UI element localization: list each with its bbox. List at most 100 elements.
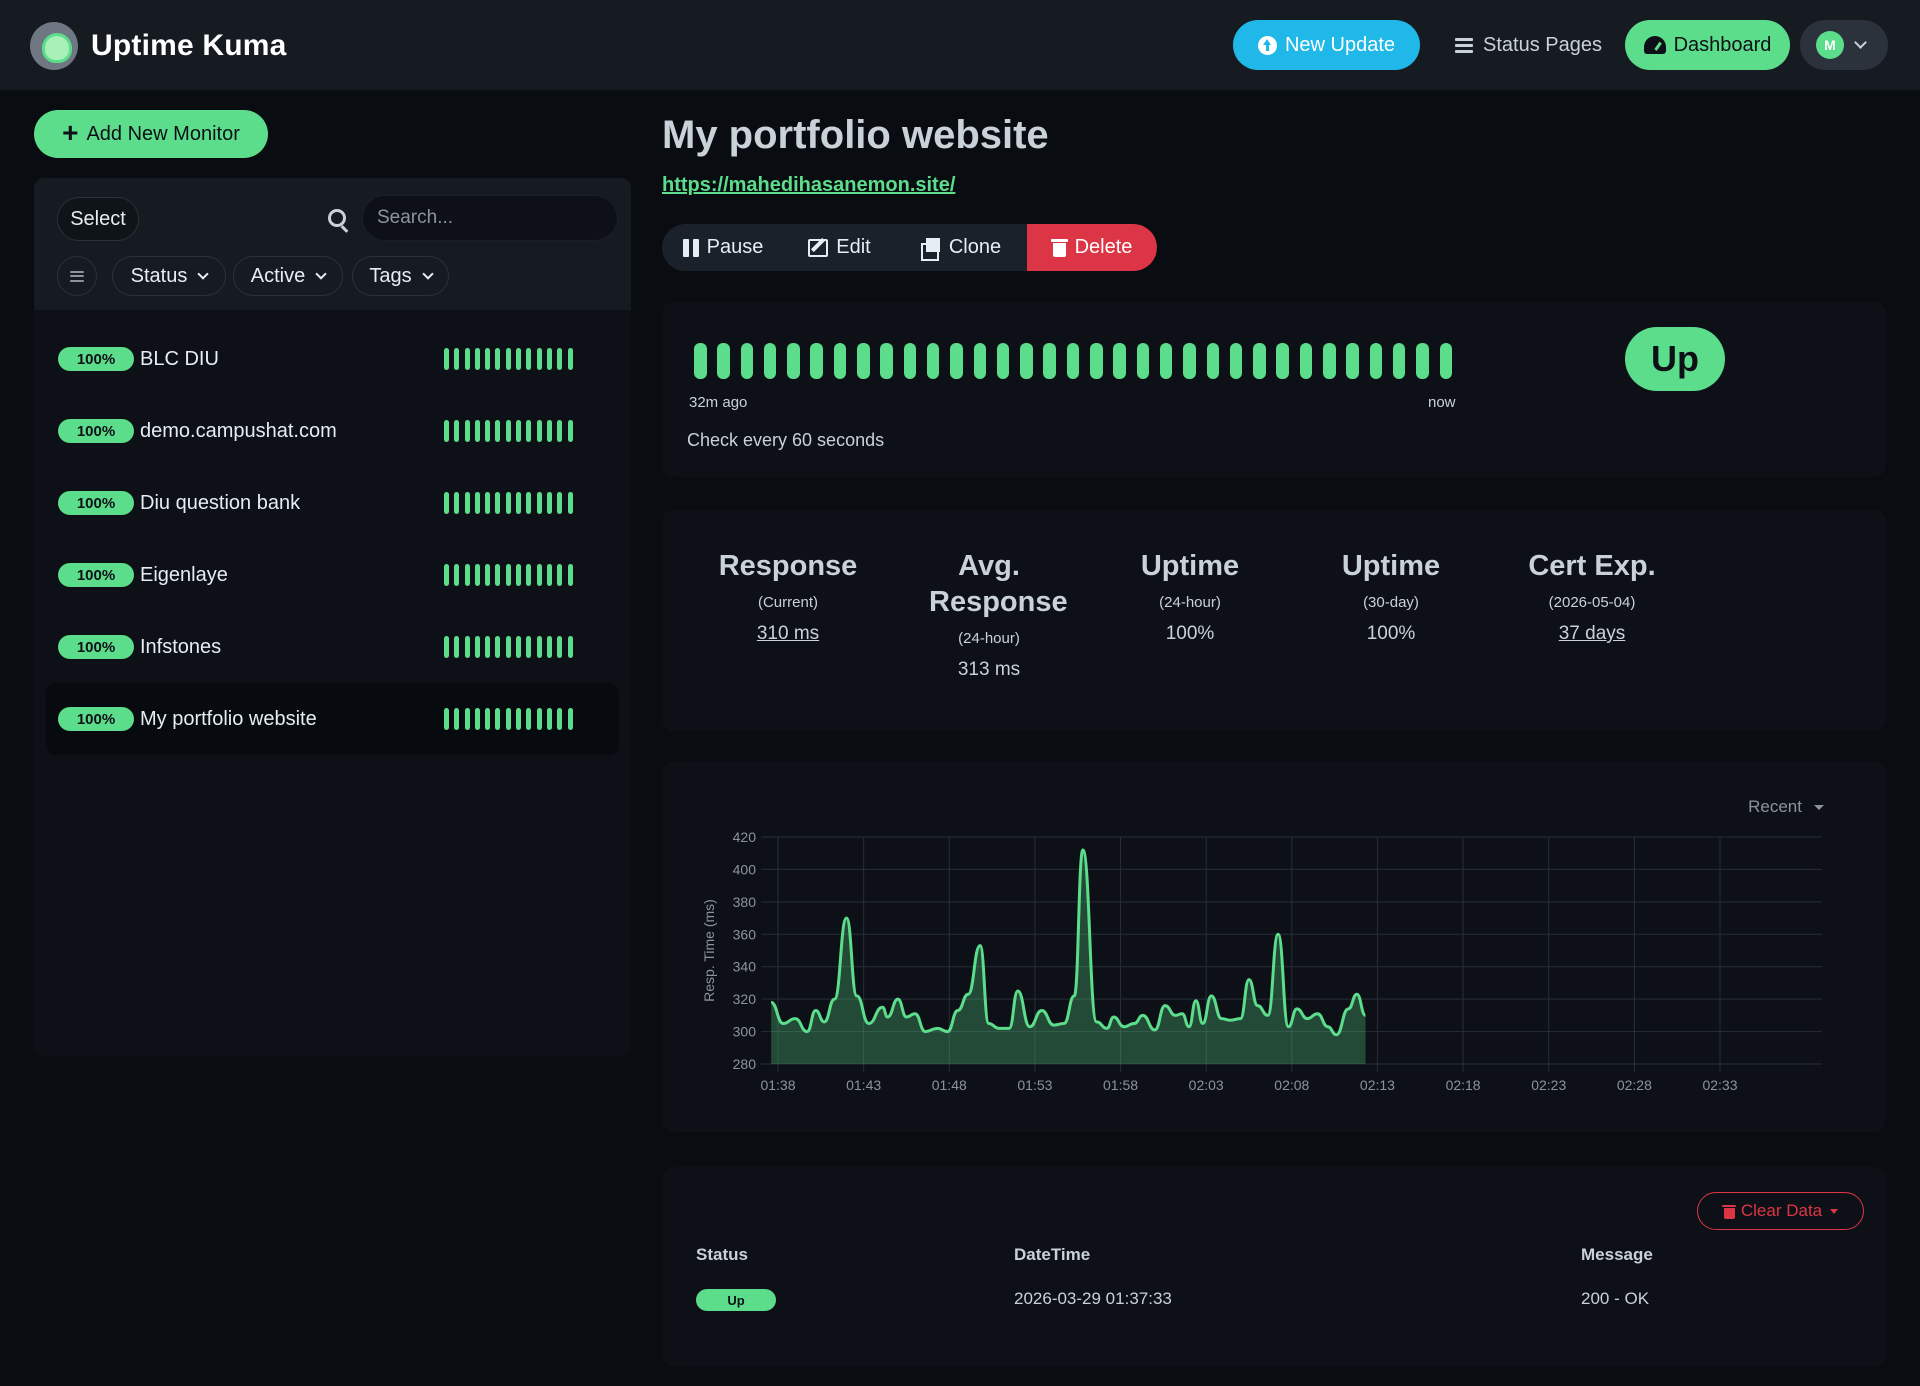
select-mode-button[interactable]: Select — [57, 197, 139, 241]
chart-period-label: Recent — [1748, 797, 1802, 816]
mini-heartbeat-bar — [444, 564, 573, 586]
heartbeat-tick — [903, 343, 917, 379]
monitor-list-item[interactable]: 100% Eigenlaye — [46, 539, 619, 611]
heartbeat-tick — [495, 564, 501, 586]
stat-item: Uptime (24-hour) 100% — [1090, 548, 1290, 645]
status-filter-dropdown[interactable]: Status — [112, 256, 226, 296]
heartbeat-tick — [546, 348, 552, 370]
pause-label: Pause — [706, 236, 764, 258]
profile-dropdown[interactable]: M — [1800, 20, 1888, 70]
series-area — [771, 849, 1366, 1064]
heartbeat-tick — [464, 708, 470, 730]
heartbeat-tick — [474, 636, 480, 658]
x-tick-label: 02:28 — [1617, 1077, 1652, 1093]
message-column-header: Message — [1581, 1245, 1653, 1264]
monitor-url-link[interactable]: https://mahedihasanemon.site/ — [662, 174, 956, 196]
heartbeat-tick — [516, 492, 522, 514]
monitor-name: demo.campushat.com — [140, 419, 337, 442]
heartbeat-tick — [1066, 343, 1080, 379]
stat-title: Uptime — [1140, 550, 1240, 582]
add-new-monitor-button[interactable]: + Add New Monitor — [34, 110, 268, 158]
y-tick-label: 360 — [733, 926, 757, 942]
stat-value[interactable]: 37 days — [1558, 623, 1626, 644]
monitor-list-item[interactable]: 100% demo.campushat.com — [46, 395, 619, 467]
new-update-button[interactable]: New Update — [1233, 20, 1420, 70]
trash-icon — [1721, 1204, 1736, 1219]
heartbeat-tick — [505, 348, 511, 370]
heartbeat-tick — [516, 708, 522, 730]
page-title: My portfolio website — [662, 113, 1049, 157]
stat-value[interactable]: 310 ms — [756, 623, 820, 644]
tags-filter-dropdown[interactable]: Tags — [352, 256, 449, 296]
heartbeat-tick — [546, 492, 552, 514]
monitor-list: 100% BLC DIU 100% demo.campushat.com 100% Diu… — [46, 323, 619, 755]
chart-period-dropdown[interactable]: Recent — [1748, 797, 1824, 817]
heartbeat-tick — [474, 708, 480, 730]
clear-data-button[interactable]: Clear Data — [1697, 1192, 1864, 1230]
stat-title: Uptime — [1341, 550, 1441, 582]
heartbeat-tick — [464, 348, 470, 370]
brand-link[interactable]: Uptime Kuma — [30, 22, 287, 70]
delete-button[interactable]: Delete — [1027, 224, 1157, 271]
stat-subtitle: (2026-05-04) — [1548, 594, 1636, 611]
monitor-list-header: Select Status Active Tags — [34, 178, 631, 310]
status-pages-link[interactable]: Status Pages — [1455, 28, 1602, 62]
monitor-list-item[interactable]: 100% Infstones — [46, 611, 619, 683]
monitor-list-item[interactable]: 100% My portfolio website — [46, 683, 619, 755]
heartbeat-tick — [567, 636, 573, 658]
heartbeat-tick — [1439, 343, 1452, 379]
event-message: 200 - OK — [1581, 1289, 1650, 1308]
dashboard-button[interactable]: Dashboard — [1625, 20, 1790, 70]
heartbeat-tick — [557, 636, 563, 658]
clear-data-label: Clear Data — [1740, 1201, 1823, 1220]
x-tick-label: 01:43 — [846, 1077, 881, 1093]
plus-icon: + — [62, 116, 79, 148]
stat-subtitle: (24-hour) — [1159, 594, 1221, 611]
heartbeat-tick — [485, 636, 491, 658]
heartbeat-tick — [474, 564, 480, 586]
heartbeat-tick — [1276, 343, 1289, 379]
stat-item: Response (Current) 310 ms — [688, 548, 888, 645]
heartbeat-tick — [1090, 343, 1103, 379]
event-datetime: 2026-03-29 01:37:33 — [1014, 1289, 1172, 1308]
heartbeat-tick — [1020, 343, 1033, 379]
caret-down-icon — [1830, 1208, 1839, 1214]
heartbeat-tick — [454, 348, 460, 370]
heartbeat-start-label: 32m ago — [689, 394, 748, 411]
heartbeat-tick — [485, 420, 491, 442]
chevron-down-icon — [197, 267, 210, 280]
monitor-list-item[interactable]: 100% BLC DIU — [46, 323, 619, 395]
monitor-name: My portfolio website — [140, 707, 317, 730]
filter-toggle-button[interactable] — [57, 256, 97, 296]
monitor-list-item[interactable]: 100% Diu question bank — [46, 467, 619, 539]
heartbeat-tick — [567, 708, 573, 730]
heartbeat-tick — [717, 343, 730, 379]
heartbeat-bar — [694, 343, 1452, 379]
heartbeat-tick — [1369, 343, 1383, 379]
stat-item: Cert Exp. (2026-05-04) 37 days — [1492, 548, 1692, 645]
heartbeat-tick — [546, 708, 552, 730]
heartbeat-tick — [557, 492, 563, 514]
tachometer-icon — [1643, 36, 1666, 54]
heartbeat-tick — [464, 636, 470, 658]
chevron-down-icon — [421, 267, 434, 280]
check-interval-text: Check every 60 seconds — [687, 430, 885, 450]
mini-heartbeat-bar — [444, 636, 573, 658]
heartbeat-tick — [464, 420, 470, 442]
heartbeat-tick — [546, 636, 552, 658]
series-line — [770, 848, 1367, 1037]
clone-button[interactable]: Clone — [895, 224, 1027, 271]
filter-bars-icon — [70, 270, 84, 282]
heartbeat-tick — [526, 708, 532, 730]
x-tick-label: 01:48 — [932, 1077, 967, 1093]
heartbeat-tick — [464, 492, 470, 514]
search-input[interactable] — [362, 195, 618, 241]
search-icon — [328, 209, 346, 227]
pause-button[interactable]: Pause — [662, 224, 784, 271]
edit-button[interactable]: Edit — [784, 224, 895, 271]
uptime-badge: 100% — [58, 419, 134, 443]
active-filter-dropdown[interactable]: Active — [233, 256, 343, 296]
heartbeat-tick — [454, 708, 460, 730]
heartbeat-tick — [444, 348, 449, 370]
chevron-down-icon — [1854, 36, 1867, 49]
